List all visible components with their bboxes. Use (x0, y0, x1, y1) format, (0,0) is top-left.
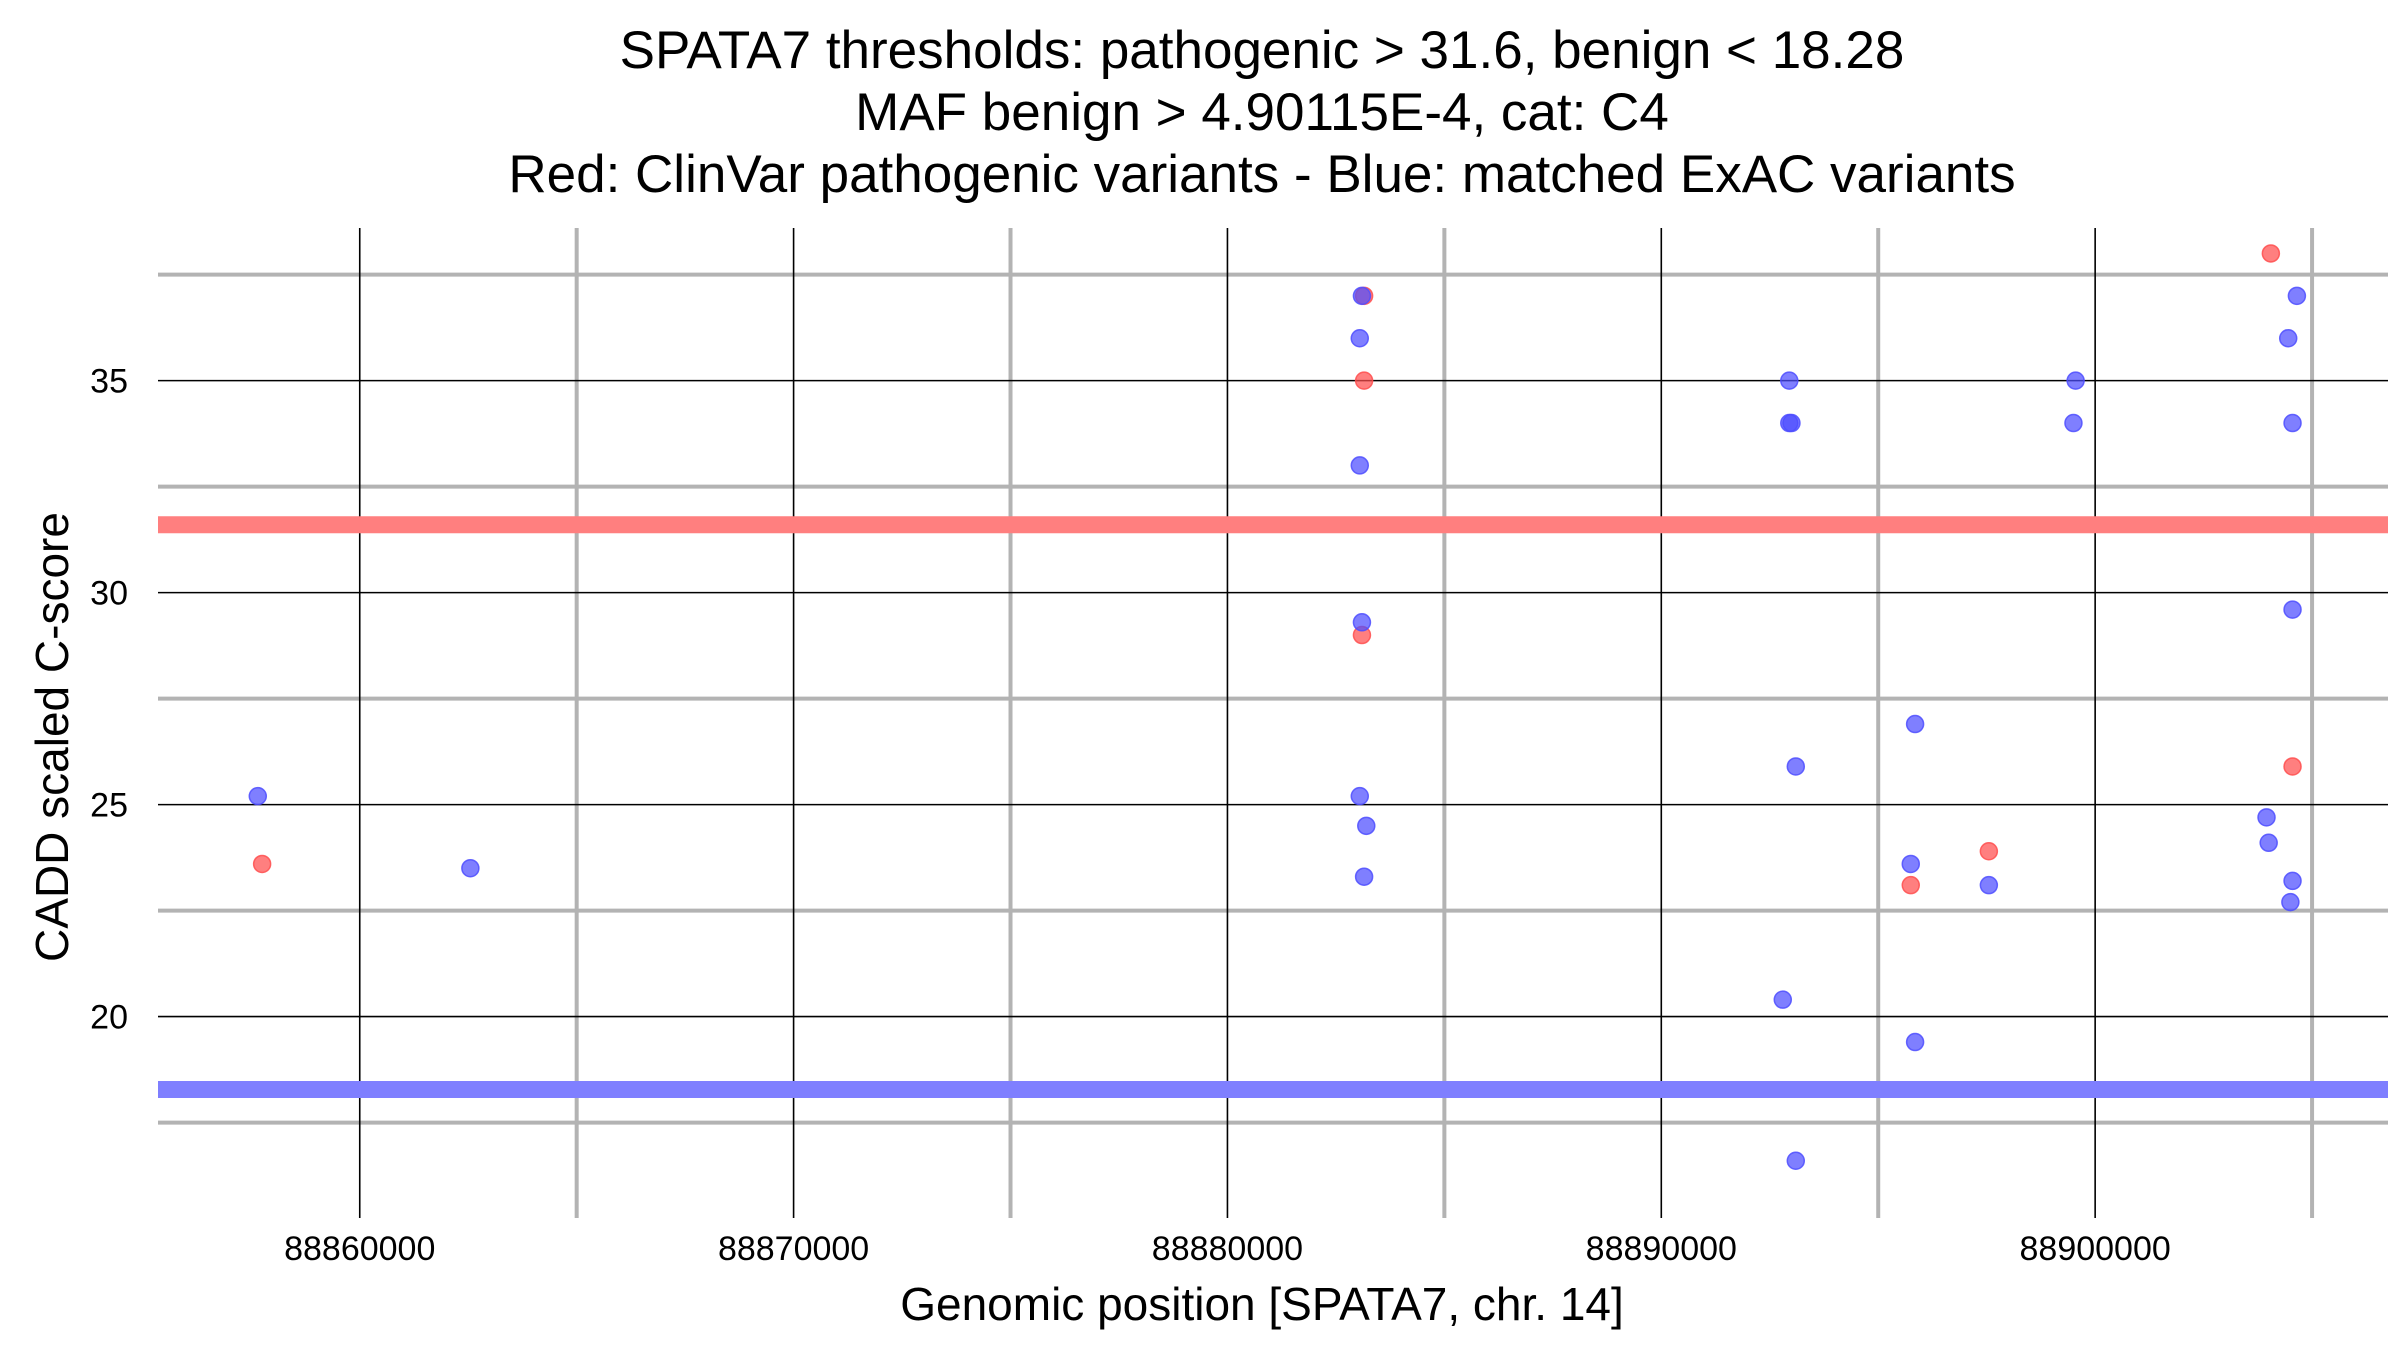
y-tick-label-3: 35 (90, 363, 128, 401)
chart-title-line-3: Red: ClinVar pathogenic variants - Blue:… (508, 145, 2015, 204)
exac-matched-point-18 (1979, 875, 1999, 895)
chart-title-line-1: SPATA7 thresholds: pathogenic > 31.6, be… (620, 21, 1905, 80)
exac-matched-point-5 (1352, 613, 1372, 632)
exac-matched-point-16 (1901, 854, 1921, 874)
exac-matched-point-15 (1905, 714, 1925, 734)
clinvar-pathogenic-point-2 (1354, 371, 1374, 390)
exac-matched-point-9 (1780, 371, 1799, 390)
exac-matched-point-20 (2064, 413, 2083, 433)
exac-matched-point-12 (1786, 757, 1806, 776)
chart-title-line-2: MAF benign > 4.90115E-4, cat: C4 (855, 83, 1669, 142)
exac-matched-point-0 (248, 786, 268, 806)
y-tick-labels: 20 25 30 35 (90, 363, 128, 1037)
data-points (248, 244, 2307, 1171)
exac-matched-point-3 (1350, 328, 1370, 348)
clinvar-pathogenic-point-7 (2283, 757, 2302, 776)
clinvar-pathogenic-point-5 (1979, 842, 1999, 861)
exac-matched-point-8 (1354, 867, 1374, 886)
major-gridlines (158, 228, 2388, 1218)
exac-matched-point-13 (1773, 990, 1793, 1009)
exac-matched-point-22 (2278, 328, 2298, 348)
exac-matched-point-21 (2287, 286, 2307, 306)
exac-matched-point-17 (1905, 1032, 1925, 1052)
exac-matched-point-4 (1350, 456, 1370, 475)
x-axis-title: Genomic position [SPATA7, chr. 14] (900, 1278, 1624, 1330)
clinvar-pathogenic-point-0 (252, 854, 272, 874)
y-tick-label-0: 20 (90, 999, 128, 1037)
x-tick-label-3: 88890000 (1586, 1230, 1737, 1268)
exac-matched-point-11 (1782, 413, 1801, 433)
exac-matched-point-26 (2259, 833, 2278, 853)
exac-matched-point-24 (2283, 600, 2302, 619)
exac-matched-point-25 (2257, 808, 2276, 827)
x-tick-label-2: 88880000 (1152, 1230, 1303, 1268)
x-tick-label-0: 88860000 (284, 1230, 435, 1268)
exac-matched-point-2 (1352, 286, 1372, 306)
y-tick-label-1: 25 (90, 787, 128, 825)
x-tick-label-1: 88870000 (718, 1230, 869, 1268)
minor-gridlines (158, 228, 2388, 1218)
exac-matched-point-27 (2283, 871, 2302, 891)
exac-matched-point-6 (1350, 786, 1370, 806)
clinvar-pathogenic-point-6 (2261, 244, 2281, 263)
x-tick-labels: 88860000 88870000 88880000 88890000 88900000 (284, 1230, 2171, 1268)
clinvar-pathogenic-point-4 (1901, 875, 1921, 895)
y-axis-title: CADD scaled C-score (26, 512, 78, 962)
exac-matched-point-7 (1357, 816, 1376, 836)
x-tick-label-4: 88900000 (2020, 1230, 2171, 1268)
threshold-lines (158, 516, 2388, 1099)
exac-matched-point-28 (2281, 892, 2300, 912)
exac-matched-point-1 (461, 858, 480, 878)
exac-matched-point-19 (2066, 371, 2085, 390)
exac-matched-point-23 (2283, 413, 2302, 433)
exac-matched-point-14 (1786, 1151, 1806, 1171)
y-tick-label-2: 30 (90, 575, 128, 613)
